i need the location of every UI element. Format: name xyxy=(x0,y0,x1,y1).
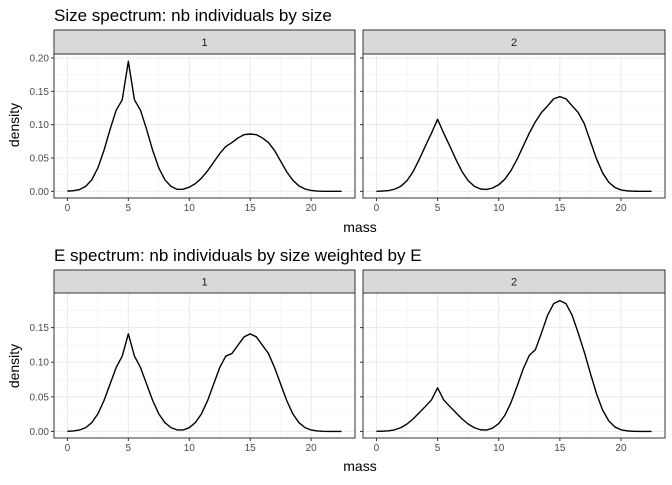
x-tick-label: 10 xyxy=(184,203,196,214)
facet-strip-label: 2 xyxy=(511,277,517,289)
facet-strip xyxy=(53,29,356,55)
facet-strip xyxy=(53,269,356,294)
x-tick-label: 20 xyxy=(306,203,318,214)
facet-strip xyxy=(362,269,666,294)
panel-background xyxy=(54,293,355,438)
y-axis-label-bottom: density xyxy=(6,344,22,388)
y-tick-label: 0.05 xyxy=(30,392,50,403)
panel-background xyxy=(363,293,665,438)
x-tick-label: 20 xyxy=(615,443,627,454)
density-line xyxy=(67,60,342,193)
x-tick-label: 5 xyxy=(126,203,132,214)
y-tick-label: 0.20 xyxy=(30,54,50,65)
density-line xyxy=(376,95,652,193)
y-axis-label-top: density xyxy=(6,103,22,147)
y-tick-label: 0.00 xyxy=(30,187,50,198)
x-tick-label: 20 xyxy=(306,443,318,454)
plot-title-e-spectrum: E spectrum: nb individuals by size weigh… xyxy=(54,246,422,265)
x-tick-label: 15 xyxy=(245,443,257,454)
y-tick-label: 0.05 xyxy=(30,154,50,165)
panel-background xyxy=(54,54,355,198)
x-tick-label: 0 xyxy=(374,203,380,214)
facet-strip-label: 1 xyxy=(201,37,207,49)
facet-panel-1-2: 20 5 10 15 20 xyxy=(360,29,666,214)
facet-panel-2-2: 20 5 10 15 20 xyxy=(360,269,666,454)
x-tick-label: 0 xyxy=(65,203,71,214)
x-tick-label: 10 xyxy=(493,443,505,454)
plot-title-size-spectrum: Size spectrum: nb individuals by size xyxy=(54,6,332,25)
y-tick-label: 0.10 xyxy=(30,120,50,131)
density-line xyxy=(376,299,652,433)
density-line xyxy=(67,333,342,433)
facet-panel-1-1: 10 5 10 15 200.000.050.100.150.20 xyxy=(30,29,356,214)
x-axis-label-bottom: mass xyxy=(343,458,376,474)
x-axis-label-top: mass xyxy=(343,219,376,235)
panel-background xyxy=(363,54,665,198)
y-tick-label: 0.10 xyxy=(30,358,50,369)
facet-strip xyxy=(362,29,666,55)
facet-panel-2-1: 10 5 10 15 200.000.050.100.15 xyxy=(30,269,356,454)
x-tick-label: 20 xyxy=(615,203,627,214)
x-tick-label: 15 xyxy=(245,203,257,214)
y-tick-label: 0.15 xyxy=(30,323,50,334)
x-tick-label: 10 xyxy=(184,443,196,454)
x-tick-label: 5 xyxy=(435,203,441,214)
x-tick-label: 0 xyxy=(374,443,380,454)
x-tick-label: 5 xyxy=(126,443,132,454)
x-tick-label: 15 xyxy=(554,203,566,214)
y-tick-label: 0.15 xyxy=(30,87,50,98)
facet-strip-label: 1 xyxy=(201,277,207,289)
x-tick-label: 10 xyxy=(493,203,505,214)
x-tick-label: 15 xyxy=(554,443,566,454)
y-tick-label: 0.00 xyxy=(30,427,50,438)
x-tick-label: 0 xyxy=(65,443,71,454)
facet-strip-label: 2 xyxy=(511,37,517,49)
x-tick-label: 5 xyxy=(435,443,441,454)
